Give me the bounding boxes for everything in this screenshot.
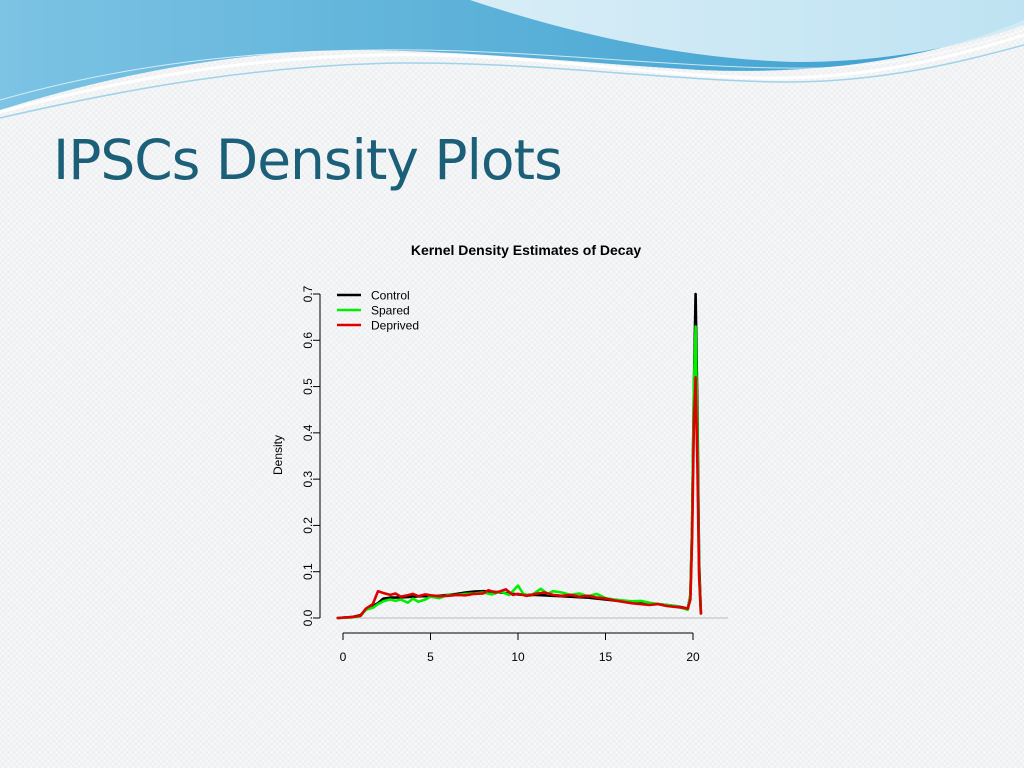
x-tick-label: 10 (511, 650, 525, 664)
y-tick-label: 0.6 (301, 332, 315, 349)
series-line-control (336, 292, 703, 620)
x-tick-label: 15 (599, 650, 613, 664)
legend-label-control: Control (371, 289, 410, 303)
y-tick-label: 0.2 (301, 517, 315, 534)
legend-label-deprived: Deprived (371, 319, 419, 333)
y-tick-label: 0.0 (301, 609, 315, 626)
y-tick-label: 0.5 (301, 378, 315, 395)
y-axis-label: Density (271, 435, 285, 475)
y-tick-label: 0.4 (301, 424, 315, 441)
chart-title: Kernel Density Estimates of Decay (411, 242, 642, 258)
x-tick-label: 20 (686, 650, 700, 664)
header-wave-banner (0, 0, 1024, 119)
series-line-deprived (336, 376, 703, 620)
x-tick-label: 0 (340, 650, 347, 664)
x-tick-label: 5 (427, 650, 434, 664)
plot-area: 0.0 0.1 0.2 0.3 0.4 0.5 0.6 0.7 0 5 10 15 20 ControlS… (301, 285, 728, 664)
legend-label-spared: Spared (371, 304, 410, 318)
y-tick-label: 0.3 (301, 470, 315, 487)
y-tick-label: 0.7 (301, 285, 315, 302)
y-tick-label: 0.1 (301, 563, 315, 580)
slide-title: IPSCs Density Plots (53, 128, 563, 192)
series-line-spared (336, 325, 703, 620)
